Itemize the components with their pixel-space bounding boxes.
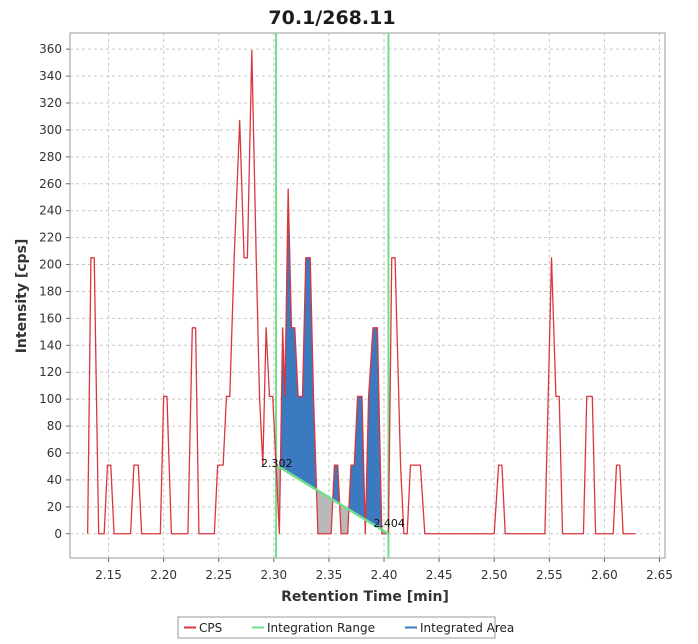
legend-box: [177, 616, 496, 639]
y-axis-label: Intensity [cps]: [14, 239, 30, 354]
x-tick-label: 2.45: [426, 568, 453, 582]
y-tick-label: 320: [39, 96, 62, 110]
y-tick-label: 80: [47, 419, 62, 433]
y-tick-label: 60: [47, 446, 62, 460]
x-tick-label: 2.30: [260, 568, 287, 582]
chart-title: 70.1/268.11: [268, 7, 395, 29]
cps-line: [86, 49, 636, 535]
y-tick-label: 0: [54, 527, 62, 541]
integration-end-label: 2.404: [373, 517, 405, 530]
y-tick-label: 20: [47, 500, 62, 514]
y-tick-label: 280: [39, 150, 62, 164]
y-tick-label: 360: [39, 42, 62, 56]
x-tick-label: 2.20: [150, 568, 177, 582]
x-tick-label: 2.55: [536, 568, 563, 582]
legend-label: Integrated Area: [420, 621, 514, 635]
legend: CPS Integration Range Integrated Area: [177, 616, 514, 639]
integration-start-label: 2.302: [261, 457, 293, 470]
x-tick-label: 2.40: [371, 568, 398, 582]
y-tick-label: 160: [39, 311, 62, 325]
y-tick-label: 140: [39, 338, 62, 352]
x-axis-label: Retention Time [min]: [281, 589, 449, 605]
series-lines: 2.302 2.404: [86, 33, 636, 558]
x-tick-label: 2.15: [95, 568, 122, 582]
y-tick-label: 240: [39, 204, 62, 218]
y-tick-label: 100: [39, 392, 62, 406]
y-tick-label: 340: [39, 69, 62, 83]
x-tick-label: 2.35: [316, 568, 343, 582]
integration-baseline: [275, 464, 390, 535]
legend-label: CPS: [199, 621, 222, 635]
y-tick-label: 300: [39, 123, 62, 137]
y-tick-label: 200: [39, 258, 62, 272]
integrated-area-fill: [276, 189, 389, 534]
axes: 0 20 40 60 80 100 120 140 160 180 200 220 240 260 280 3…: [39, 42, 673, 582]
y-tick-label: 180: [39, 284, 62, 298]
y-tick-label: 40: [47, 473, 62, 487]
y-tick-label: 220: [39, 231, 62, 245]
legend-label: Integration Range: [267, 621, 375, 635]
x-tick-label: 2.60: [591, 568, 618, 582]
y-tick-label: 260: [39, 177, 62, 191]
y-tick-label: 120: [39, 365, 62, 379]
x-tick-label: 2.65: [646, 568, 673, 582]
x-tick-label: 2.50: [481, 568, 508, 582]
x-tick-label: 2.25: [205, 568, 232, 582]
